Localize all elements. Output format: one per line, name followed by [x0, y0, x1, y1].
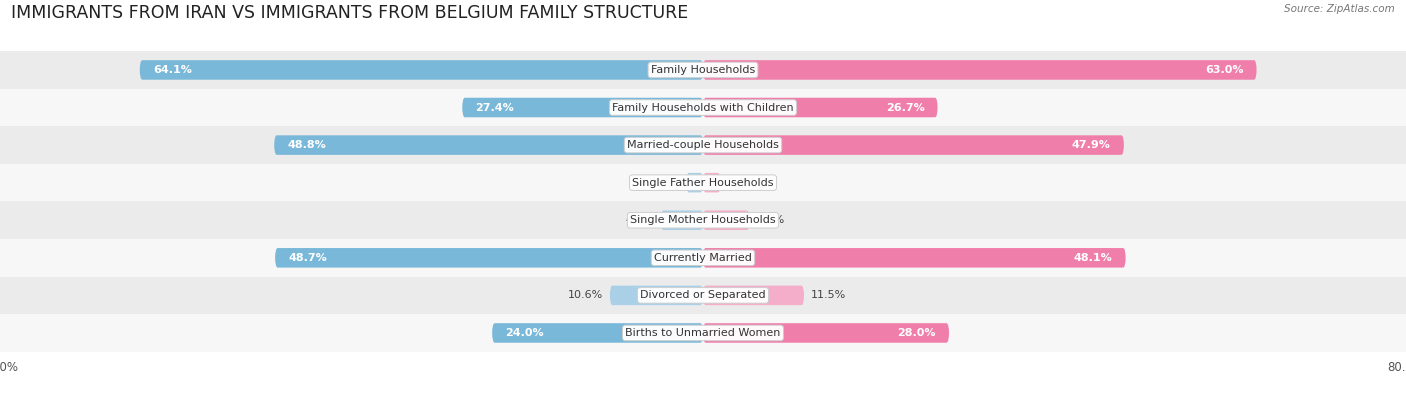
- FancyBboxPatch shape: [463, 98, 703, 117]
- FancyBboxPatch shape: [0, 89, 1406, 126]
- Text: Married-couple Households: Married-couple Households: [627, 140, 779, 150]
- FancyBboxPatch shape: [703, 323, 949, 343]
- FancyBboxPatch shape: [703, 211, 749, 230]
- Text: 24.0%: 24.0%: [505, 328, 544, 338]
- FancyBboxPatch shape: [0, 51, 1406, 89]
- Text: Births to Unmarried Women: Births to Unmarried Women: [626, 328, 780, 338]
- Text: 27.4%: 27.4%: [475, 103, 515, 113]
- Text: 48.1%: 48.1%: [1074, 253, 1112, 263]
- Text: Single Father Households: Single Father Households: [633, 178, 773, 188]
- FancyBboxPatch shape: [0, 276, 1406, 314]
- FancyBboxPatch shape: [703, 286, 804, 305]
- Text: 4.8%: 4.8%: [626, 215, 654, 225]
- Text: Source: ZipAtlas.com: Source: ZipAtlas.com: [1284, 4, 1395, 14]
- Text: 26.7%: 26.7%: [886, 103, 925, 113]
- FancyBboxPatch shape: [139, 60, 703, 80]
- Text: 28.0%: 28.0%: [897, 328, 936, 338]
- Text: 48.7%: 48.7%: [288, 253, 328, 263]
- FancyBboxPatch shape: [492, 323, 703, 343]
- FancyBboxPatch shape: [703, 135, 1123, 155]
- Text: Family Households with Children: Family Households with Children: [612, 103, 794, 113]
- FancyBboxPatch shape: [703, 173, 721, 192]
- Text: 63.0%: 63.0%: [1205, 65, 1243, 75]
- Text: 1.9%: 1.9%: [651, 178, 679, 188]
- Text: 5.3%: 5.3%: [756, 215, 785, 225]
- FancyBboxPatch shape: [703, 98, 938, 117]
- Text: Divorced or Separated: Divorced or Separated: [640, 290, 766, 300]
- FancyBboxPatch shape: [610, 286, 703, 305]
- FancyBboxPatch shape: [686, 173, 703, 192]
- Text: 10.6%: 10.6%: [568, 290, 603, 300]
- Text: IMMIGRANTS FROM IRAN VS IMMIGRANTS FROM BELGIUM FAMILY STRUCTURE: IMMIGRANTS FROM IRAN VS IMMIGRANTS FROM …: [11, 4, 689, 22]
- FancyBboxPatch shape: [0, 314, 1406, 352]
- Text: 2.0%: 2.0%: [728, 178, 756, 188]
- FancyBboxPatch shape: [0, 126, 1406, 164]
- Text: Currently Married: Currently Married: [654, 253, 752, 263]
- FancyBboxPatch shape: [703, 248, 1126, 267]
- FancyBboxPatch shape: [0, 239, 1406, 276]
- FancyBboxPatch shape: [0, 201, 1406, 239]
- Text: 64.1%: 64.1%: [153, 65, 191, 75]
- Text: Single Mother Households: Single Mother Households: [630, 215, 776, 225]
- FancyBboxPatch shape: [274, 135, 703, 155]
- FancyBboxPatch shape: [703, 60, 1257, 80]
- Text: 48.8%: 48.8%: [287, 140, 326, 150]
- FancyBboxPatch shape: [0, 164, 1406, 201]
- Text: 11.5%: 11.5%: [811, 290, 846, 300]
- FancyBboxPatch shape: [661, 211, 703, 230]
- FancyBboxPatch shape: [276, 248, 703, 267]
- Text: Family Households: Family Households: [651, 65, 755, 75]
- Text: 47.9%: 47.9%: [1071, 140, 1111, 150]
